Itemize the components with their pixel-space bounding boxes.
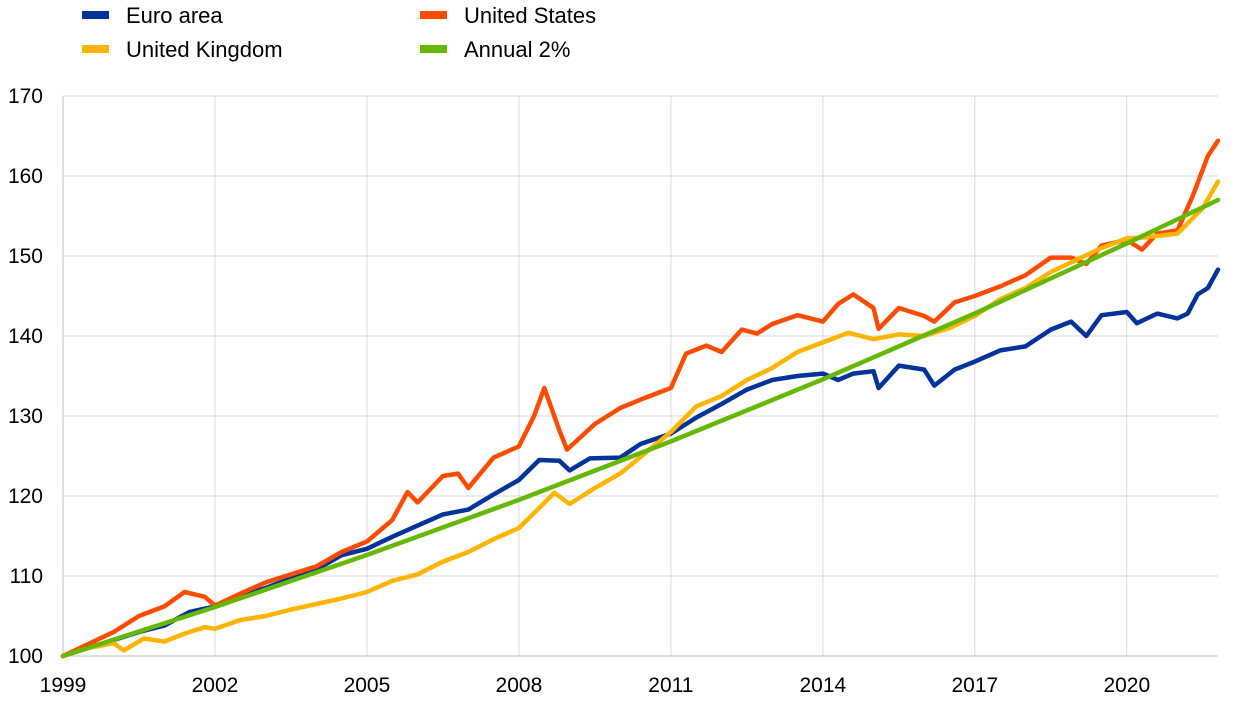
y-tick-label-140: 140: [8, 325, 43, 348]
series-line-euro-area: [60, 267, 1221, 659]
x-tick-label-2002: 2002: [192, 674, 239, 697]
y-tick-label-120: 120: [8, 485, 43, 508]
legend-label-united-states: United States: [464, 3, 596, 28]
legend-swatch-annual-2: [420, 45, 447, 53]
y-tick-label-160: 160: [8, 165, 43, 188]
y-axis: 100 110 120 130 140 150 160 170: [8, 85, 43, 668]
grid: [62, 95, 1218, 657]
y-tick-label-150: 150: [8, 245, 43, 268]
series-line-united-kingdom: [60, 179, 1221, 659]
legend-label-annual-2: Annual 2%: [464, 37, 570, 62]
x-tick-label-2011: 2011: [648, 674, 693, 697]
y-tick-label-100: 100: [8, 645, 43, 668]
legend-swatch-united-states: [420, 11, 447, 19]
x-axis: 1999 2002 2005 2008 2011 2014 2017 2020: [40, 674, 1151, 697]
x-tick-label-2008: 2008: [496, 674, 543, 697]
series-lines: [60, 138, 1221, 659]
y-tick-label-170: 170: [8, 85, 43, 108]
y-tick-label-130: 130: [8, 405, 43, 428]
x-tick-label-2005: 2005: [344, 674, 391, 697]
legend-label-euro-area: Euro area: [126, 3, 223, 28]
legend: Euro area United States United Kingdom Annu…: [82, 3, 596, 62]
x-tick-label-2020: 2020: [1103, 674, 1150, 697]
series-line-united-states: [60, 138, 1221, 659]
x-tick-label-1999: 1999: [40, 674, 87, 697]
x-tick-label-2017: 2017: [951, 674, 998, 697]
legend-label-united-kingdom: United Kingdom: [126, 37, 283, 62]
series-line-annual-2: [60, 197, 1221, 659]
legend-swatch-euro-area: [82, 11, 109, 19]
y-tick-label-110: 110: [10, 565, 43, 588]
legend-swatch-united-kingdom: [82, 45, 109, 53]
x-tick-label-2014: 2014: [800, 674, 847, 697]
